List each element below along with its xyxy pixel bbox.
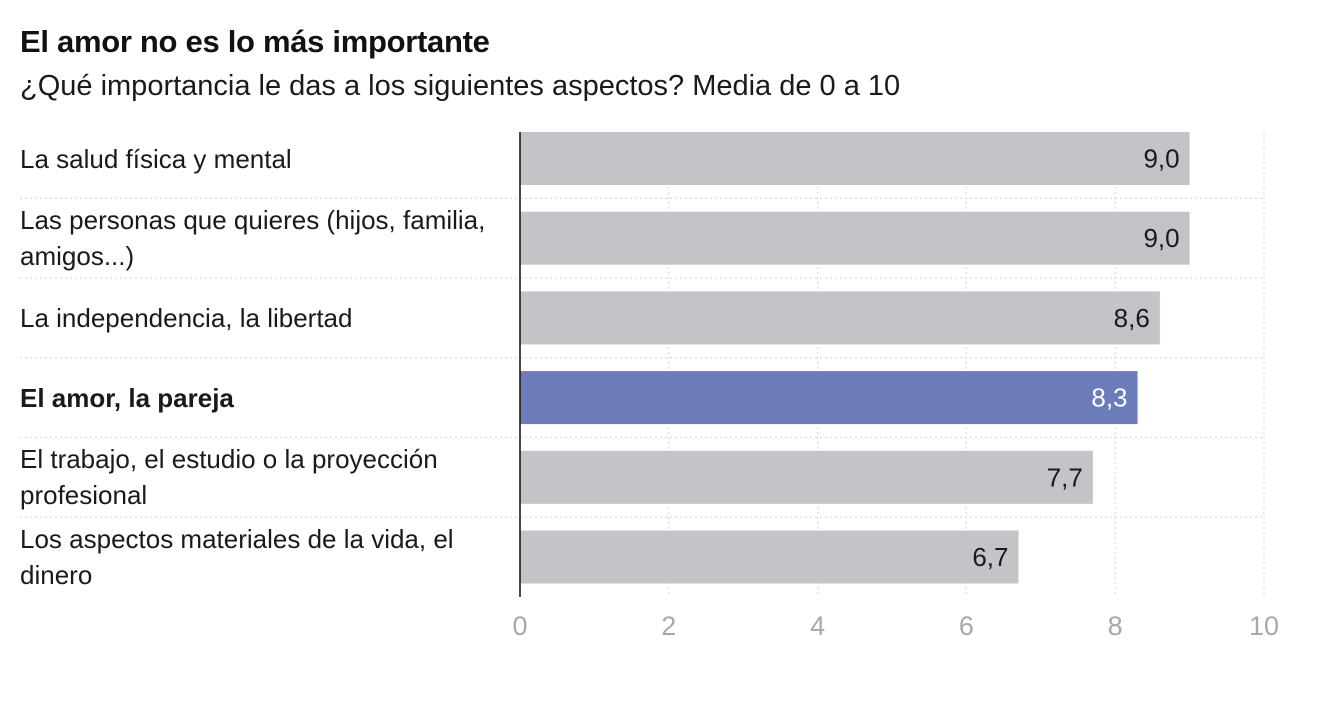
data-label: 8,6 xyxy=(1114,303,1150,333)
data-label: 8,3 xyxy=(1091,383,1127,413)
category-labels: La salud física y mental Las personas que… xyxy=(20,0,510,728)
chart-subtitle: ¿Qué importancia le das a los siguientes… xyxy=(20,70,901,102)
x-tick-label: 6 xyxy=(959,611,974,641)
data-label: 6,7 xyxy=(972,542,1008,572)
category-label: El amor, la pareja xyxy=(20,382,234,413)
bar xyxy=(520,371,1138,425)
bar xyxy=(520,211,1190,265)
bar xyxy=(520,132,1190,185)
data-label: 9,0 xyxy=(1143,144,1179,174)
bar xyxy=(520,450,1093,504)
x-tick-label: 8 xyxy=(1108,611,1123,641)
chart-title: El amor no es lo más importante xyxy=(20,24,490,59)
data-label: 9,0 xyxy=(1143,223,1179,253)
category-label: La salud física y mental xyxy=(20,143,292,174)
x-tick-label: 0 xyxy=(512,611,527,641)
x-tick-label: 2 xyxy=(661,611,676,641)
x-tick-label: 4 xyxy=(810,611,825,641)
bar xyxy=(520,530,1019,584)
category-label: Los aspectos materiales de la vida, el d… xyxy=(20,524,454,590)
x-tick-label: 10 xyxy=(1249,611,1279,641)
category-label: Las personas que quieres (hijos, familia… xyxy=(20,205,486,272)
category-label: El trabajo, el estudio o la proyección p… xyxy=(20,444,438,511)
category-label: La independencia, la libertad xyxy=(20,302,353,333)
data-label: 7,7 xyxy=(1047,462,1083,492)
bar xyxy=(520,291,1160,345)
